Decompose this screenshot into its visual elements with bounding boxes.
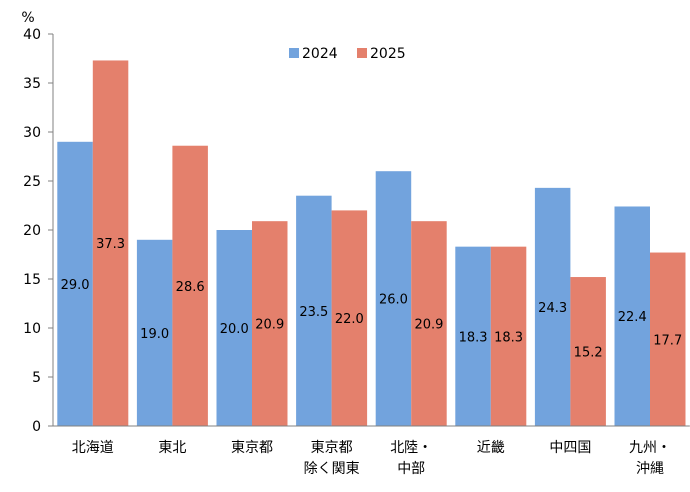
data-label: 24.3 [538,301,567,316]
bar-2024-2 [216,230,252,426]
bar-2024-3 [296,195,332,426]
legend-label: 2024 [302,46,338,62]
category-label: 北陸・ [390,440,432,456]
data-label: 23.5 [299,305,328,320]
bar-2025-4 [411,221,447,426]
bar-2024-5 [455,246,491,426]
data-label: 22.4 [618,310,647,325]
legend-swatch-2025 [357,48,367,58]
y-tick-label: 10 [23,321,41,337]
data-label: 18.3 [494,330,523,345]
bar-2025-0 [92,60,129,427]
bar-2024-7 [614,206,650,426]
category-label: 中部 [397,461,425,477]
bar-2025-6 [570,277,606,426]
bar-2025-1 [172,145,208,426]
y-tick-label: 40 [23,27,41,43]
data-label: 22.0 [335,312,364,327]
legend-label: 2025 [370,46,406,62]
category-label: 除く関東 [304,461,360,477]
data-label: 19.0 [140,327,169,342]
category-label: 沖縄 [636,461,664,477]
bar-2024-1 [136,239,173,426]
category-label: 東北 [158,440,186,456]
bar-2025-3 [331,210,368,426]
bar-2024-0 [57,141,93,427]
category-label: 東京都 [231,440,273,456]
legend: 2024 2025 [289,46,406,62]
data-label: 20.9 [414,318,443,333]
category-label: 東京都 [311,440,353,456]
y-tick-label: 5 [32,370,41,386]
bar-2025-7 [650,252,686,426]
legend-swatch-2024 [289,48,299,58]
y-tick-label: 35 [23,76,41,92]
y-tick-label: 0 [32,419,41,435]
bar-2024-6 [534,187,571,426]
data-label: 26.0 [379,293,408,308]
bar-2025-5 [490,246,527,426]
category-label: 中四国 [549,440,591,456]
data-label: 20.9 [255,318,284,333]
y-tick-label: 20 [23,223,41,239]
data-label: 17.7 [653,333,682,348]
data-label: 29.0 [61,278,90,293]
data-label: 28.6 [176,280,205,295]
bar-2024-4 [375,171,412,426]
category-label: 近畿 [477,440,505,456]
y-tick-label: 15 [23,272,41,288]
category-label: 九州・ [629,440,671,456]
data-label: 37.3 [96,237,125,252]
y-axis-unit: % [21,10,34,26]
data-label: 20.0 [220,322,249,337]
y-tick-label: 30 [23,125,41,141]
bar-2025-2 [252,221,288,426]
data-label: 18.3 [459,330,488,345]
data-label: 15.2 [574,346,603,361]
category-label: 北海道 [72,440,114,456]
y-tick-label: 25 [23,174,41,190]
